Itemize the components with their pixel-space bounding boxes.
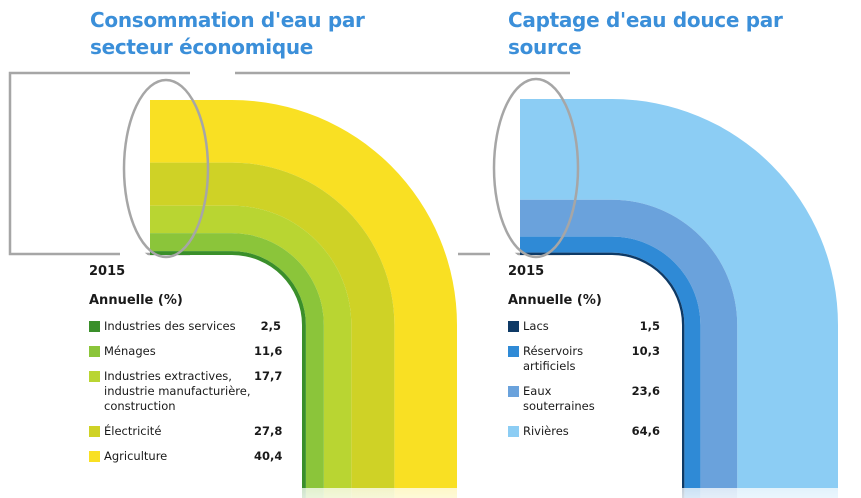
legend-label: Industries extractives, industrie manufa… xyxy=(104,369,251,413)
legend-consumption: 2015 Annuelle (%) Industries des service… xyxy=(89,264,283,474)
legend-label: Rivières xyxy=(523,424,569,438)
legend-label: Électricité xyxy=(104,424,162,438)
legend-swatch xyxy=(508,346,519,357)
legend-item: Réservoirs artificiels 10,3 xyxy=(508,344,660,374)
legend-label: Eaux souterraines xyxy=(523,384,595,413)
legend-year: 2015 xyxy=(508,264,545,279)
legend-item: Ménages 11,6 xyxy=(89,344,283,359)
legend-value: 17,7 xyxy=(254,369,283,383)
legend-item: Électricité 27,8 xyxy=(89,424,283,439)
pipe-cap-mask xyxy=(490,79,524,257)
pipe-band-agriculture xyxy=(150,100,457,498)
legend-swatch xyxy=(508,321,519,332)
pipe-cap-outline xyxy=(122,78,210,259)
legend-value: 10,3 xyxy=(631,344,660,358)
legend-swatch xyxy=(508,426,519,437)
pipe-cap-outline xyxy=(492,77,580,259)
pipe-band-menages xyxy=(150,233,324,498)
legend-value: 2,5 xyxy=(260,319,281,333)
legend-item: Lacs 1,5 xyxy=(508,319,660,334)
legend-label: Agriculture xyxy=(104,449,168,463)
legend-withdrawal: 2015 Annuelle (%) Lacs 1,5 Réservoirs ar… xyxy=(508,264,660,449)
legend-value: 23,6 xyxy=(631,384,660,398)
legend-swatch xyxy=(89,451,100,462)
pipe-band-rivieres xyxy=(520,99,838,498)
legend-year: 2015 xyxy=(89,264,126,279)
pipe-outline-left-frame xyxy=(8,71,190,256)
legend-value: 64,6 xyxy=(631,424,660,438)
pipe-fade xyxy=(610,488,861,498)
chart-title-withdrawal: Captage d'eau douce par source xyxy=(508,8,783,59)
legend-label: Industries des services xyxy=(104,319,236,333)
pipe-fade xyxy=(230,488,495,498)
chart-title-consumption: Consommation d'eau par secteur économiqu… xyxy=(90,8,365,59)
legend-item: Rivières 64,6 xyxy=(508,424,660,439)
legend-value: 40,4 xyxy=(254,449,283,463)
legend-value: 27,8 xyxy=(254,424,283,438)
legend-subtitle: Annuelle (%) xyxy=(89,293,183,308)
legend-label: Ménages xyxy=(104,344,156,358)
legend-label: Lacs xyxy=(523,319,549,333)
pipe-band-eaux-souterraines xyxy=(520,199,738,498)
pipe-band-electricite xyxy=(150,162,395,498)
pipe-withdrawal xyxy=(490,77,861,498)
legend-value: 11,6 xyxy=(254,344,283,358)
legend-subtitle: Annuelle (%) xyxy=(508,293,602,308)
legend-swatch xyxy=(89,321,100,332)
legend-item: Industries des services 2,5 xyxy=(89,319,281,334)
legend-item: Eaux souterraines 23,6 xyxy=(508,384,660,414)
legend-swatch xyxy=(508,386,519,397)
pipe-consumption xyxy=(120,78,495,498)
legend-item: Agriculture 40,4 xyxy=(89,449,283,464)
legend-swatch xyxy=(89,371,100,382)
legend-swatch xyxy=(89,426,100,437)
legend-swatch xyxy=(89,346,100,357)
pipe-cap-mask xyxy=(120,80,154,257)
legend-value: 1,5 xyxy=(639,319,660,333)
legend-label: Réservoirs artificiels xyxy=(523,344,584,373)
pipe-band-industries-extractives-industrie-manufacturiere-construction xyxy=(150,205,352,498)
legend-item: Industries extractives, industrie manufa… xyxy=(89,369,283,414)
